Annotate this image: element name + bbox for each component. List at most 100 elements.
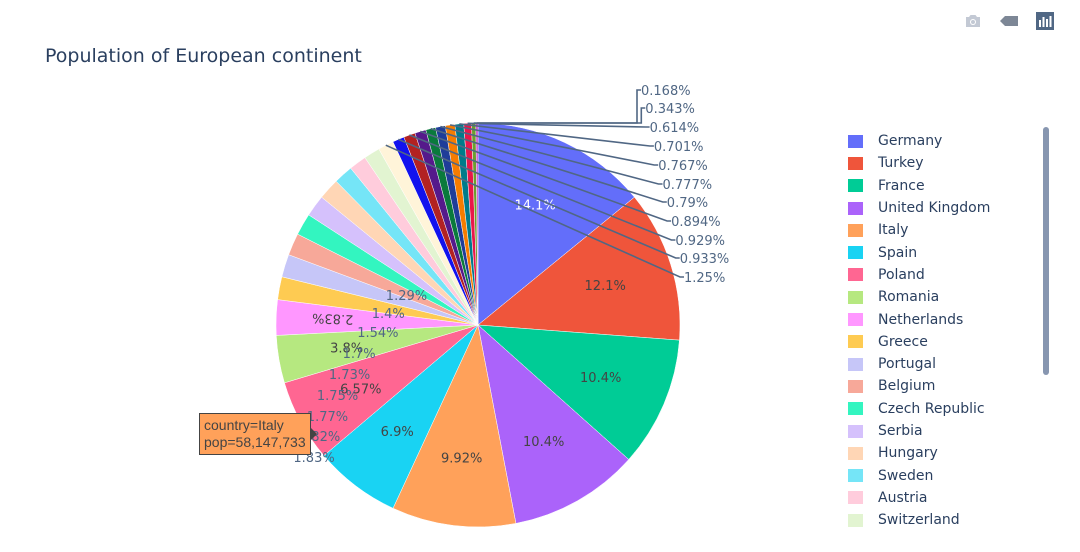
leader-line [409,134,676,241]
pie-slice-turkey[interactable] [477,196,681,341]
legend-swatch [848,134,863,148]
camera-icon[interactable] [962,10,984,32]
leader-line [385,144,684,278]
legend-label: France [878,177,925,194]
outside-slice-label: 0.168% [641,84,691,99]
legend-swatch [848,335,863,349]
modebar [962,10,1056,32]
pie-slice-france[interactable] [477,324,680,460]
legend: Germany Turkey France United Kingdom Italy Sp… [848,130,1028,532]
legend-label: Poland [878,266,925,283]
outside-slice-label: 1.29% [386,289,427,304]
slice-label: 3.8% [330,342,363,357]
outside-slice-label: 0.929% [675,234,725,249]
outside-slice-label: 0.701% [654,140,704,155]
legend-label: Germany [878,133,943,150]
leader-line [420,130,672,222]
legend-swatch [848,268,863,282]
legend-swatch [848,513,863,527]
outside-slice-label: 1.7% [343,347,376,362]
hover-box: country=Italy pop=58,147,733 [199,412,311,455]
legend-label: Hungary [878,445,938,462]
pie-slice-united-kingdom[interactable] [477,324,630,524]
hover-line-country: country=Italy [204,416,284,433]
leader-line [467,122,650,128]
tag-icon[interactable] [998,10,1020,32]
legend-label: Austria [878,489,928,506]
slice-label: 2.83% [312,310,354,327]
legend-item-united-kingdom[interactable]: United Kingdom [848,197,1028,219]
legend-swatch [848,379,863,393]
leader-line [440,125,663,185]
legend-item-portugal[interactable]: Portugal [848,353,1028,375]
leader-line [459,123,654,147]
legend-swatch [848,446,863,460]
legend-item-serbia[interactable]: Serbia [848,420,1028,442]
legend-item-romania[interactable]: Romania [848,286,1028,308]
legend-swatch [848,469,863,483]
legend-label: Portugal [878,356,936,373]
slice-label: 12.1% [585,279,626,294]
outside-slice-label: 0.614% [650,121,700,136]
legend-label: Serbia [878,423,923,439]
outside-slice-label: 0.79% [667,196,708,211]
leader-line [449,124,659,166]
bar-chart-icon[interactable] [1034,10,1056,32]
outside-slice-label: 1.25% [684,271,725,286]
legend-label: United Kingdom [878,200,991,217]
legend-label: Belgium [878,378,936,395]
pie-slice-italy[interactable] [392,324,517,528]
legend-swatch [848,246,863,260]
legend-item-poland[interactable]: Poland [848,264,1028,286]
outside-slice-label: 0.894% [671,215,721,230]
legend-label: Sweden [878,467,934,484]
legend-item-switzerland[interactable]: Switzerland [848,509,1028,531]
legend-item-czech-republic[interactable]: Czech Republic [848,398,1028,420]
legend-item-france[interactable]: France [848,175,1028,197]
legend-item-greece[interactable]: Greece [848,331,1028,353]
chart-title: Population of European continent [45,45,362,67]
legend-item-austria[interactable]: Austria [848,487,1028,509]
outside-slice-label: 1.83% [293,451,334,466]
outside-slice-label: 1.75% [317,389,358,404]
outside-slice-label: 0.343% [645,102,695,117]
legend-swatch [848,201,863,215]
outside-slice-label: 0.933% [680,252,730,267]
legend-label: Switzerland [878,512,960,529]
legend-swatch [848,290,863,304]
outside-slice-label: 0.767% [658,159,708,174]
legend-label: Czech Republic [878,400,985,417]
legend-label: Spain [878,244,918,261]
legend-scrollbar[interactable] [1043,127,1049,375]
slice-label: 6.57% [340,383,381,398]
legend-swatch [848,402,863,416]
legend-swatch [848,156,863,170]
slice-label: 10.4% [580,371,621,386]
legend-item-sweden[interactable]: Sweden [848,464,1028,486]
legend-item-hungary[interactable]: Hungary [848,442,1028,464]
outside-slice-label: 1.77% [307,410,348,425]
legend-swatch [848,491,863,505]
legend-swatch [848,424,863,438]
legend-label: Greece [878,333,928,350]
legend-label: Netherlands [878,311,964,328]
legend-item-spain[interactable]: Spain [848,241,1028,263]
legend-swatch [848,223,863,237]
hover-line-pop: pop=58,147,733 [204,433,306,450]
slice-label: 9.92% [441,451,482,466]
hover-arrow [309,426,317,441]
legend-item-turkey[interactable]: Turkey [848,152,1028,174]
leader-line [430,127,667,203]
legend-label: Romania [878,289,940,306]
legend-item-netherlands[interactable]: Netherlands [848,308,1028,330]
slice-label: 6.9% [381,425,414,440]
legend-item-italy[interactable]: Italy [848,219,1028,241]
outside-slice-label: 1.73% [329,368,370,383]
legend-swatch [848,179,863,193]
outside-slice-label: 1.54% [357,326,398,341]
legend-label: Italy [878,222,909,239]
legend-label: Turkey [878,155,924,172]
legend-item-germany[interactable]: Germany [848,130,1028,152]
legend-item-belgium[interactable]: Belgium [848,375,1028,397]
